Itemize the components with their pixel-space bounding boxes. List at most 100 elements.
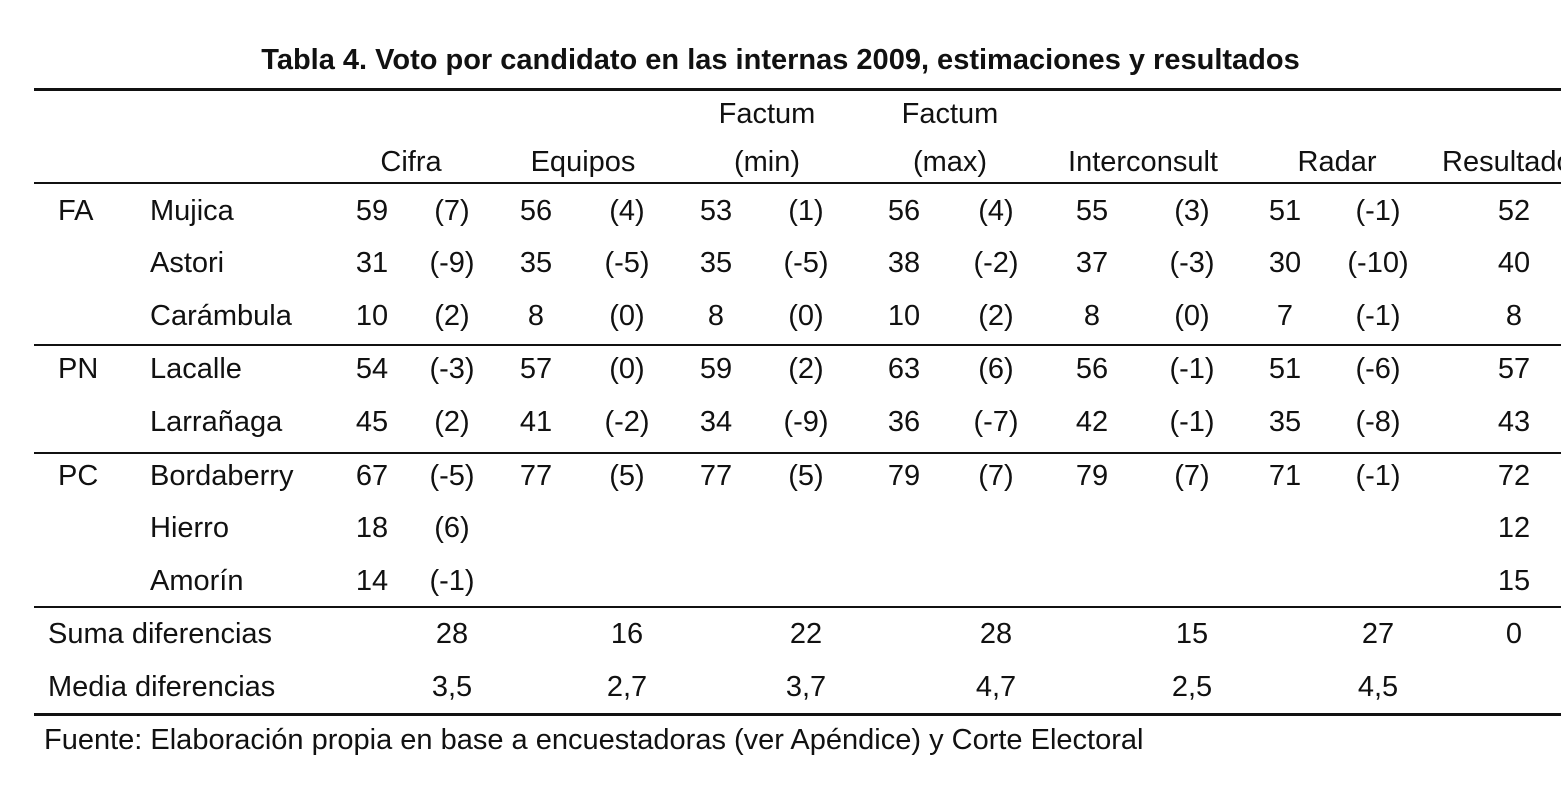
vote-cell: (7) — [434, 195, 470, 227]
column-header: Cifra — [380, 146, 442, 178]
vote-cell: (0) — [1174, 300, 1210, 332]
vote-cell: (7) — [1174, 460, 1210, 492]
column-header-top: Factum — [901, 98, 999, 130]
vote-cell: (-2) — [604, 406, 650, 438]
summary-value: 3,5 — [431, 671, 473, 703]
vote-cell: (2) — [788, 353, 824, 385]
vote-cell: 57 — [519, 353, 553, 385]
vote-cell: (3) — [1174, 195, 1210, 227]
table-title: Tabla 4. Voto por candidato en las inter… — [261, 44, 1300, 76]
summary-value: 2,5 — [1171, 671, 1213, 703]
summary-value: 4,5 — [1357, 671, 1399, 703]
vote-cell: 15 — [1497, 565, 1531, 597]
pn-group-rule — [34, 452, 1561, 454]
vote-cell: (-5) — [604, 247, 650, 279]
vote-cell: 63 — [887, 353, 921, 385]
summary-value: 4,7 — [975, 671, 1017, 703]
vote-cell: (4) — [978, 195, 1014, 227]
vote-cell: (-1) — [429, 565, 475, 597]
summary-value: 15 — [1175, 618, 1209, 650]
party-label: PN — [58, 353, 99, 385]
vote-cell: (5) — [609, 460, 645, 492]
vote-cell: (-1) — [1355, 300, 1401, 332]
vote-cell: 36 — [887, 406, 921, 438]
vote-cell: (-2) — [973, 247, 1019, 279]
vote-cell: (2) — [978, 300, 1014, 332]
vote-cell: 51 — [1268, 353, 1302, 385]
vote-cell: (0) — [609, 353, 645, 385]
summary-label: Media diferencias — [48, 671, 276, 703]
column-header: Equipos — [530, 146, 636, 178]
pc-group-rule — [34, 606, 1561, 608]
vote-cell: 79 — [887, 460, 921, 492]
candidate-name: Bordaberry — [150, 460, 294, 492]
vote-cell: 34 — [699, 406, 733, 438]
vote-cell: 52 — [1497, 195, 1531, 227]
vote-cell: 40 — [1497, 247, 1531, 279]
vote-cell: (-10) — [1347, 247, 1409, 279]
candidate-name: Carámbula — [150, 300, 292, 332]
vote-cell: (0) — [788, 300, 824, 332]
summary-value: 22 — [789, 618, 823, 650]
vote-cell: (-9) — [783, 406, 829, 438]
vote-cell: 53 — [699, 195, 733, 227]
vote-cell: 35 — [699, 247, 733, 279]
vote-cell: 12 — [1497, 512, 1531, 544]
vote-cell: 42 — [1075, 406, 1109, 438]
table-top-rule — [34, 88, 1561, 91]
table-bottom-rule — [34, 713, 1561, 716]
vote-cell: (1) — [788, 195, 824, 227]
vote-cell: (7) — [978, 460, 1014, 492]
column-header: Radar — [1297, 146, 1377, 178]
source-note: Fuente: Elaboración propia en base a enc… — [44, 724, 1144, 756]
vote-cell: (6) — [434, 512, 470, 544]
summary-label: Suma diferencias — [48, 618, 273, 650]
vote-cell: 77 — [699, 460, 733, 492]
vote-cell: (6) — [978, 353, 1014, 385]
vote-cell: 59 — [699, 353, 733, 385]
vote-cell: (-1) — [1169, 353, 1215, 385]
vote-cell: 55 — [1075, 195, 1109, 227]
vote-cell: 71 — [1268, 460, 1302, 492]
vote-cell: 35 — [519, 247, 553, 279]
vote-cell: (-5) — [783, 247, 829, 279]
header-bottom-rule — [34, 182, 1561, 184]
vote-cell: (-3) — [1169, 247, 1215, 279]
vote-cell: 10 — [355, 300, 389, 332]
vote-cell: (-1) — [1169, 406, 1215, 438]
vote-cell: (0) — [609, 300, 645, 332]
candidate-name: Lacalle — [150, 353, 242, 385]
party-label: FA — [58, 195, 94, 227]
column-header-top: Factum — [718, 98, 816, 130]
summary-value: 0 — [1505, 618, 1523, 650]
vote-cell: 56 — [887, 195, 921, 227]
candidate-name: Hierro — [150, 512, 229, 544]
vote-cell: 8 — [1083, 300, 1101, 332]
candidate-name: Larrañaga — [150, 406, 283, 438]
vote-cell: (-3) — [429, 353, 475, 385]
vote-cell: 51 — [1268, 195, 1302, 227]
vote-cell: 14 — [355, 565, 389, 597]
summary-value: 27 — [1361, 618, 1395, 650]
summary-value: 28 — [435, 618, 469, 650]
vote-cell: 57 — [1497, 353, 1531, 385]
vote-cell: 8 — [1505, 300, 1523, 332]
vote-cell: 56 — [1075, 353, 1109, 385]
column-header: (max) — [912, 146, 988, 178]
candidate-name: Amorín — [150, 565, 244, 597]
vote-cell: (-8) — [1355, 406, 1401, 438]
vote-cell: 31 — [355, 247, 389, 279]
vote-cell: 41 — [519, 406, 553, 438]
vote-cell: 37 — [1075, 247, 1109, 279]
fa-group-rule — [34, 344, 1561, 346]
vote-cell: 10 — [887, 300, 921, 332]
summary-value: 3,7 — [785, 671, 827, 703]
vote-cell: 54 — [355, 353, 389, 385]
vote-cell: (-9) — [429, 247, 475, 279]
vote-cell: 8 — [527, 300, 545, 332]
candidate-name: Astori — [150, 247, 225, 279]
vote-cell: (-1) — [1355, 460, 1401, 492]
vote-cell: 59 — [355, 195, 389, 227]
vote-cell: 35 — [1268, 406, 1302, 438]
